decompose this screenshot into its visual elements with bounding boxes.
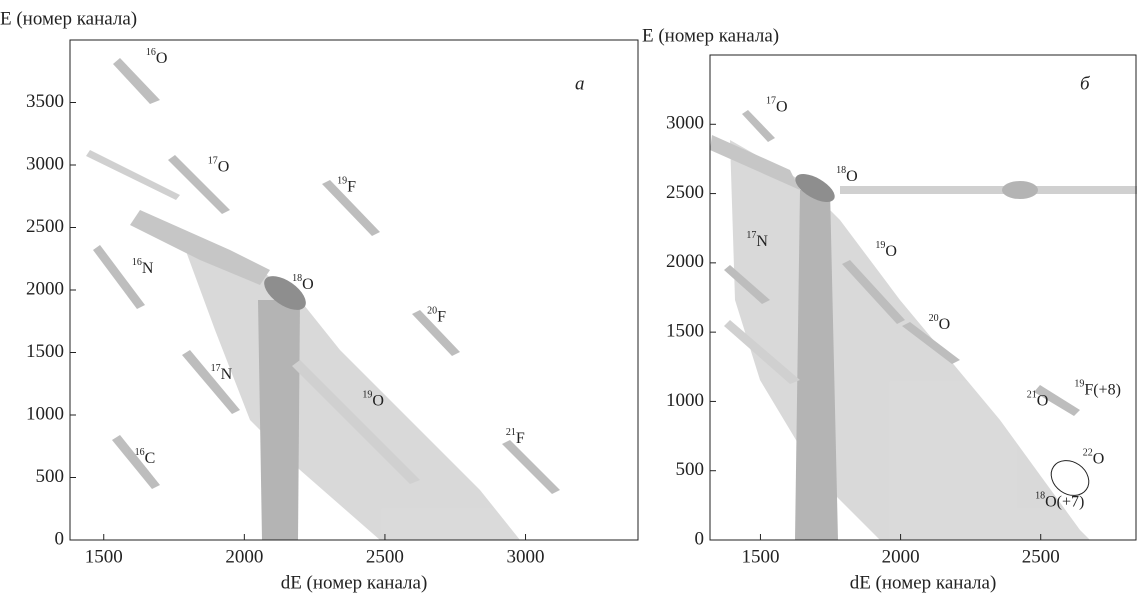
isotope-label: 18O [836, 165, 858, 184]
isotope-mass: 22 [1083, 448, 1093, 459]
isotope-label: 19O [875, 240, 897, 259]
isotope-symbol: O [1093, 450, 1105, 467]
isotope-mass: 17 [746, 230, 756, 241]
isotope-mass: 20 [929, 314, 939, 325]
isotope-symbol: N [756, 233, 768, 250]
isotope-symbol: N [221, 366, 233, 383]
y-tick-label: 1000 [666, 390, 704, 411]
y-tick-label: 2500 [666, 182, 704, 203]
isotope-label: 19F(+8) [1074, 379, 1121, 398]
x-axis-label: dE (номер канала) [850, 572, 997, 593]
isotope-symbol: O [939, 316, 951, 333]
isotope-symbol: O [218, 158, 230, 175]
isotope-label: 20O [929, 314, 951, 333]
isotope-mass: 18 [292, 273, 302, 284]
isotope-label: 21O [1027, 390, 1049, 409]
isotope-label: 19F [337, 176, 356, 195]
x-tick-label: 2000 [882, 546, 920, 567]
y-axis-label: E (номер канала) [642, 25, 779, 46]
isotope-label: 16O [146, 47, 168, 66]
isotope-label: 20F [427, 306, 446, 325]
isotope-symbol: O(+7) [1045, 493, 1084, 510]
y-tick-label: 2000 [26, 278, 64, 299]
panel-letter: б [1080, 73, 1091, 94]
x-tick-label: 2000 [225, 546, 263, 567]
isotope-label: 17O [766, 96, 788, 115]
isotope-symbol: F [437, 308, 446, 325]
isotope-symbol: N [142, 259, 154, 276]
isotope-mass: 17 [208, 156, 218, 167]
isotope-mass: 18 [836, 165, 846, 176]
isotope-label: 22O [1083, 448, 1105, 467]
x-tick-label: 2500 [366, 546, 404, 567]
y-tick-label: 3000 [666, 113, 704, 134]
y-axis-label: E (номер канала) [0, 8, 137, 29]
isotope-symbol: O [846, 168, 858, 185]
isotope-symbol: F [516, 429, 525, 446]
x-tick-label: 1500 [85, 546, 123, 567]
isotope-mass: 16 [146, 47, 156, 58]
isotope-mass: 18 [1035, 491, 1045, 502]
y-tick-label: 2500 [26, 216, 64, 237]
isotope-mass: 21 [506, 427, 516, 438]
isotope-mass: 19 [1074, 379, 1084, 390]
plot-frame [709, 54, 1137, 541]
isotope-label: 19O [362, 390, 384, 409]
isotope-label: 21F [506, 427, 525, 446]
isotope-symbol: O [372, 392, 384, 409]
texture-a [86, 58, 560, 540]
y-tick-label: 500 [36, 466, 65, 487]
isotope-mass: 16 [135, 447, 145, 458]
isotope-mass: 17 [766, 96, 776, 107]
panel-letter: a [575, 73, 585, 94]
y-tick-label: 1500 [26, 341, 64, 362]
isotope-label: 17N [746, 230, 768, 249]
isotope-symbol: F [347, 178, 356, 195]
isotope-mass: 19 [362, 390, 372, 401]
y-tick-label: 3500 [26, 91, 64, 112]
isotope-mass: 17 [211, 363, 221, 374]
isotope-symbol: O [885, 242, 897, 259]
x-tick-label: 1500 [741, 546, 779, 567]
isotope-mass: 16 [132, 257, 142, 268]
x-tick-label: 3000 [507, 546, 545, 567]
isotope-symbol: O [302, 276, 314, 293]
isotope-mass: 19 [337, 176, 347, 187]
isotope-label: 16N [132, 257, 154, 276]
isotope-label: 18O(+7) [1035, 491, 1084, 510]
isotope-label: 16C [135, 447, 156, 466]
texture-b [710, 110, 1137, 540]
y-tick-label: 1500 [666, 321, 704, 342]
isotope-symbol: F(+8) [1084, 381, 1121, 398]
isotope-symbol: C [145, 449, 156, 466]
x-tick-label: 2500 [1022, 546, 1060, 567]
isotope-mass: 19 [875, 240, 885, 251]
isotope-symbol: O [156, 49, 168, 66]
y-tick-label: 2000 [666, 251, 704, 272]
isotope-mass: 21 [1027, 390, 1037, 401]
isotope-symbol: O [1037, 392, 1049, 409]
isotope-mass: 20 [427, 306, 437, 317]
y-tick-label: 500 [676, 459, 705, 480]
selection-contour [1050, 460, 1090, 496]
isotope-symbol: O [776, 98, 788, 115]
isotope-label: 17N [211, 363, 233, 382]
y-tick-label: 0 [695, 528, 705, 549]
isotope-label: 17O [208, 156, 230, 175]
y-tick-label: 1000 [26, 403, 64, 424]
isotope-label: 18O [292, 273, 314, 292]
y-tick-label: 3000 [26, 153, 64, 174]
x-axis-label: dE (номер канала) [281, 572, 428, 593]
y-tick-label: 0 [55, 528, 65, 549]
